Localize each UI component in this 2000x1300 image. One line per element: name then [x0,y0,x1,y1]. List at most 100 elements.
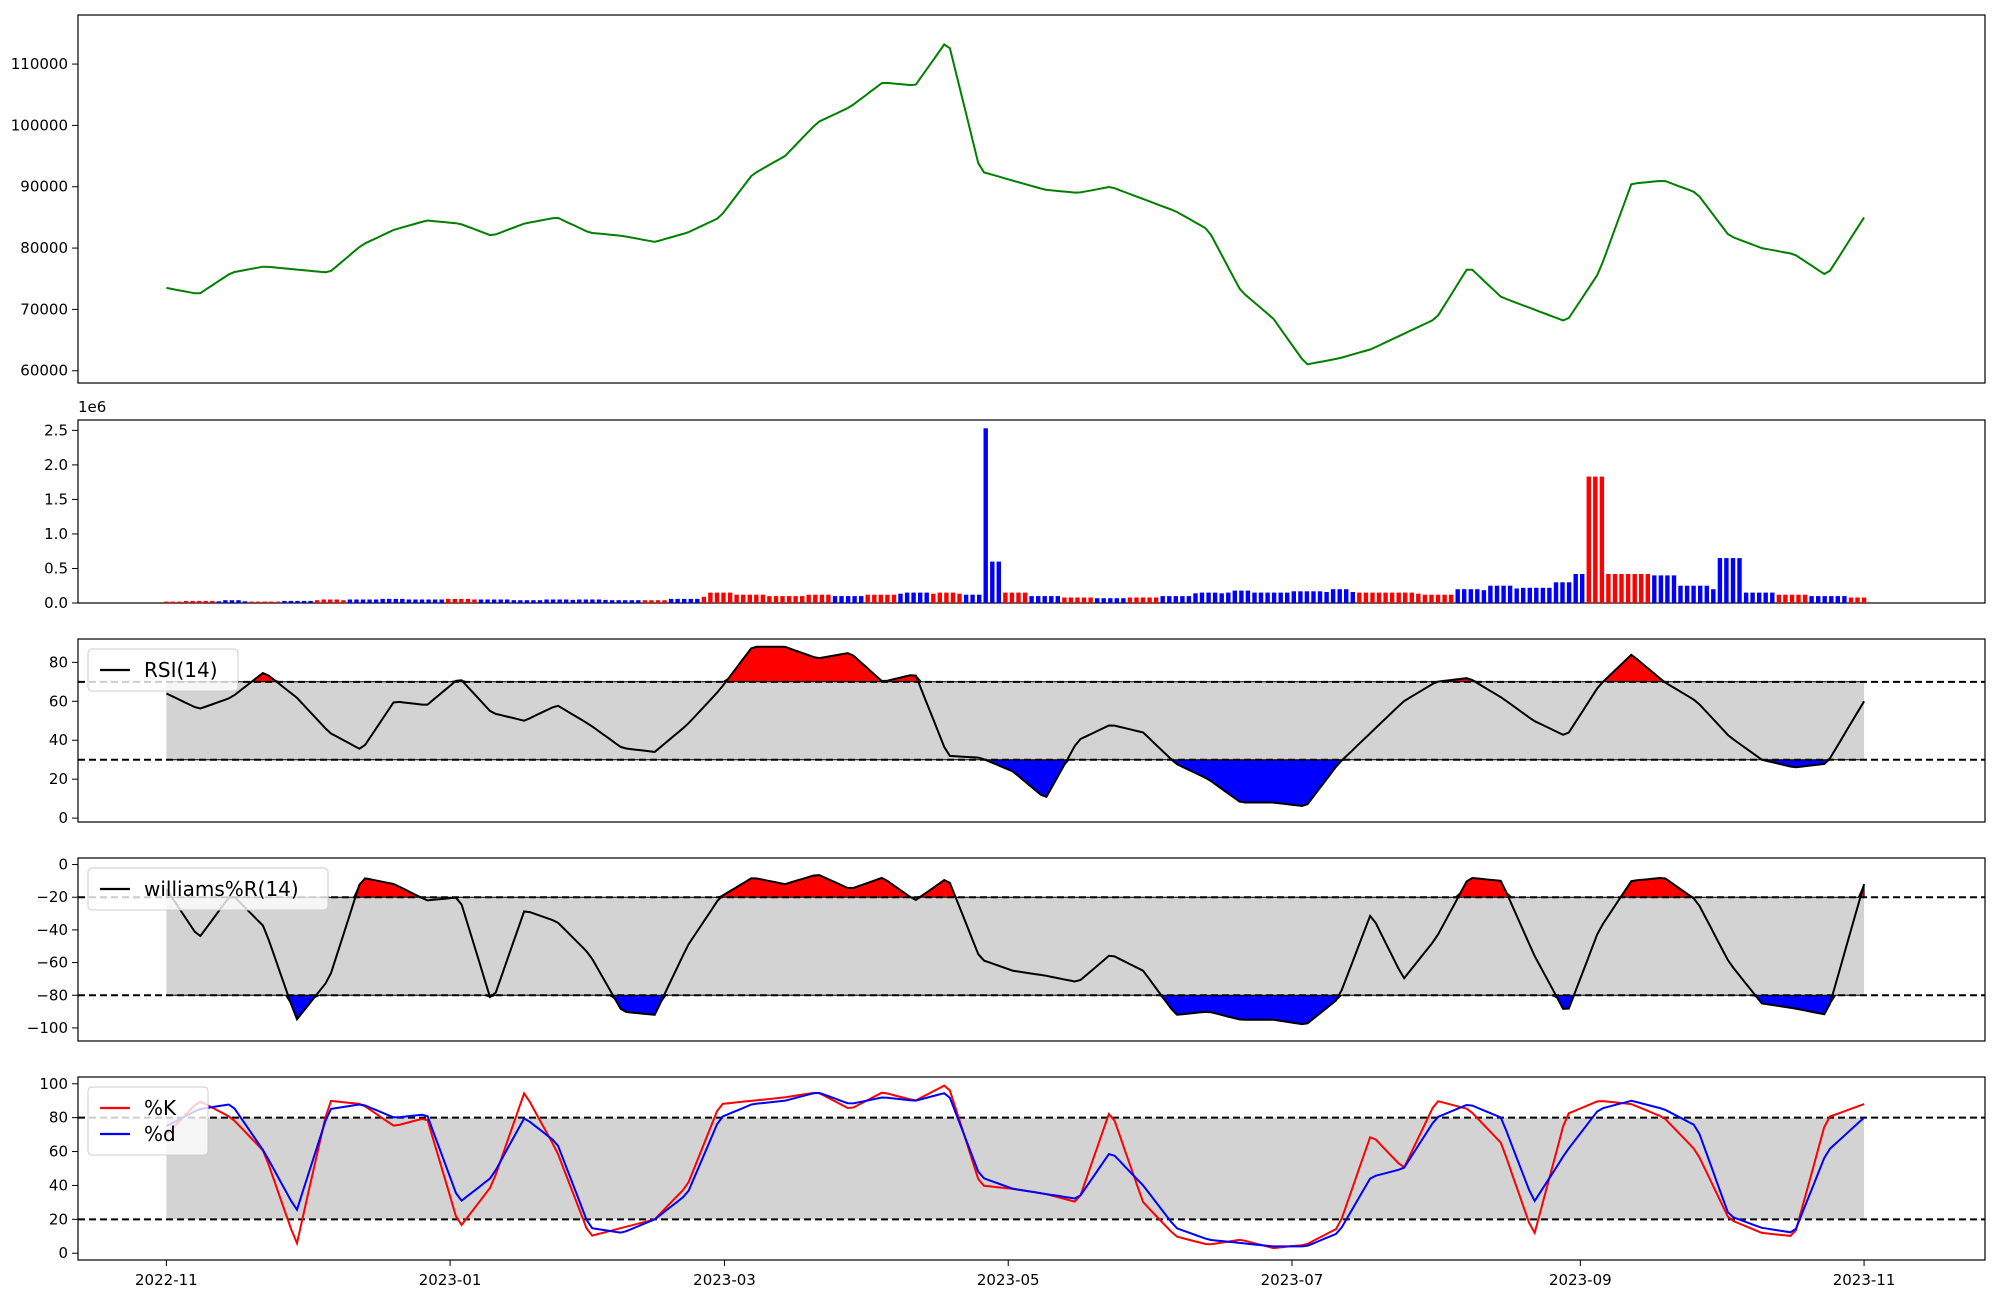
legend-label: %d [144,1122,176,1146]
volume-bar [629,600,634,603]
volume-bar [249,601,254,603]
volume-bar [714,592,720,603]
volume-bar [1652,575,1657,603]
oversold-fill-2 [166,759,1865,807]
volume-bar [1311,591,1316,603]
y-tick-label: 2.5 [44,421,68,439]
volume-bar [590,599,595,603]
x-tick-label: 2023-01 [419,1271,482,1289]
volume-bar [1206,592,1211,603]
volume-bar [1088,597,1093,603]
volume-bar [1324,592,1329,603]
volume-bar [1507,585,1513,603]
legend-4: %K%d [87,1086,209,1156]
volume-bar [564,599,569,603]
volume-bar [1639,574,1644,603]
volume-bar [1134,597,1139,603]
y-tick-label: 2.0 [44,456,68,474]
volume-bar [1704,585,1709,603]
volume-bar [1612,574,1618,603]
y-tick-label: 0 [58,856,68,874]
volume-bar [465,598,471,603]
volume-bar [780,596,785,603]
neutral-band-2 [166,681,1865,760]
volume-bar [413,599,418,603]
y-tick-label: 0.0 [44,594,68,612]
volume-bar [944,592,949,603]
volume-bar [1802,594,1808,603]
volume-bar [1317,591,1323,603]
volume-bar [1691,585,1696,603]
volume-bar [1199,592,1205,603]
volume-bar [977,594,982,603]
volume-bar [1698,585,1703,603]
panel-frame-1 [77,419,1986,604]
legend-label: RSI(14) [144,658,218,682]
legend-label: williams%R(14) [144,877,299,901]
volume-bar [537,600,543,603]
volume-bar [459,598,464,603]
volume-bar [675,598,680,603]
volume-bar [996,561,1001,603]
legend-3: williams%R(14) [87,867,329,911]
volume-bar [839,596,844,603]
volume-bar [498,599,503,603]
volume-bar [1304,591,1310,603]
volume-bar [439,599,444,603]
legend-2: RSI(14) [87,648,239,692]
volume-bar [1783,594,1788,603]
volume-bar [1173,596,1178,603]
volume-bar [1730,558,1736,603]
volume-bar [177,601,182,603]
volume-bar [1593,476,1598,603]
volume-bar [767,596,772,603]
panel-frame-2 [77,638,1986,823]
volume-bar [1455,589,1460,603]
volume-bar [990,561,995,603]
volume-bar [596,599,602,603]
volume-bar [1232,590,1237,603]
y-tick-label: 100 [39,1075,68,1093]
volume-bar [1265,592,1270,603]
volume-bar [983,428,988,603]
volume-bar [1580,574,1585,603]
volume-bar [255,601,261,603]
legend-box [87,648,239,692]
volume-bar [708,592,713,603]
y-tick-label: 80 [49,653,68,671]
volume-bar [1619,574,1624,603]
y-tick-label: −80 [36,986,68,1004]
volume-bar [1383,592,1388,603]
volume-bar [1625,574,1631,603]
volume-bar [328,599,333,603]
volume-bar [360,599,366,603]
y-tick-label: 0.5 [44,559,68,577]
volume-bar [754,594,759,603]
y-tick-label: −20 [36,888,68,906]
volume-bar [524,600,530,603]
volume-bar [1717,558,1723,603]
volume-bar [688,598,693,603]
volume-bar [400,598,405,603]
volume-bar [819,594,825,603]
volume-bar [1350,592,1355,603]
volume-bar [1009,592,1015,603]
volume-bar [505,599,510,603]
panel-frame-4 [77,1076,1986,1261]
volume-bar [1763,592,1768,603]
volume-bar [642,600,648,603]
volume-bar [1212,592,1218,603]
volume-bar [1540,587,1546,603]
volume-bar [583,599,589,603]
volume-bar [891,594,897,603]
volume-bar [1357,592,1362,603]
volume-bar [1462,589,1467,603]
volume-bar [826,594,831,603]
volume-bar [1547,587,1552,603]
volume-bar [773,596,779,603]
y-tick-label: −100 [27,1019,68,1037]
volume-bar [616,600,621,603]
volume-bar [341,600,346,603]
volume-bar [1488,585,1493,603]
volume-bar [1835,596,1840,603]
